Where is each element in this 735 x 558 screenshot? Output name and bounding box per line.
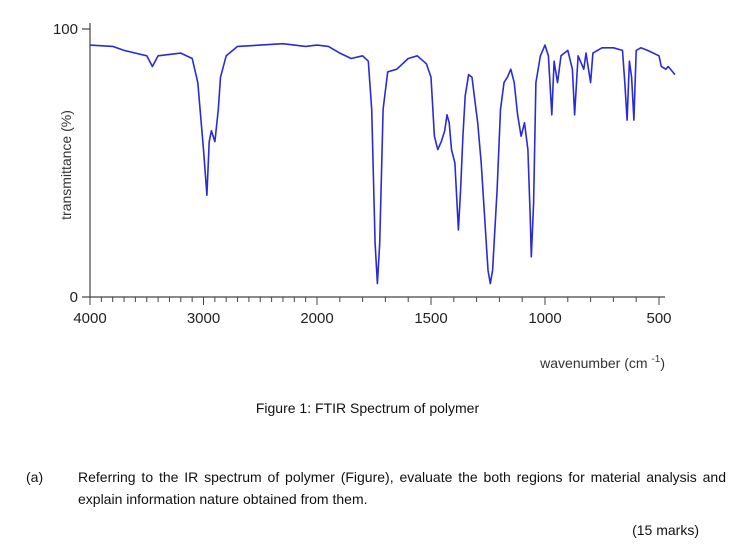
question-label: (a)	[26, 469, 44, 485]
ftir-chart: 0 100 4000 3000 2000 1500 1000 500 transmittanc…	[53, 21, 676, 371]
y-tick-label: 100	[53, 21, 78, 38]
x-axis-label-close: )	[660, 355, 665, 371]
x-tick-label: 500	[646, 310, 671, 327]
x-tick-label: 1000	[528, 310, 561, 327]
question-marks: (15 marks)	[632, 522, 699, 538]
x-tick-label: 4000	[73, 310, 106, 327]
x-axis-label: wavenumber (cm -1)	[539, 354, 665, 371]
chart-axes	[89, 23, 665, 298]
figure-caption: Figure 1: FTIR Spectrum of polymer	[255, 400, 480, 416]
x-tick-label: 3000	[187, 310, 220, 327]
y-tick-label: 0	[70, 289, 78, 306]
x-tick-label: 2000	[300, 310, 333, 327]
chart-ticks	[82, 28, 660, 305]
question-text: Referring to the IR spectrum of polymer …	[78, 469, 726, 507]
spectrum-line	[89, 42, 676, 285]
x-tick-label: 1500	[414, 310, 447, 327]
x-axis-label-text: wavenumber (cm	[539, 355, 651, 371]
x-axis-label-superscript: -1	[651, 354, 660, 365]
y-axis-label: transmittance (%)	[58, 110, 74, 220]
chart-tick-labels: 0 100 4000 3000 2000 1500 1000 500	[53, 21, 672, 327]
